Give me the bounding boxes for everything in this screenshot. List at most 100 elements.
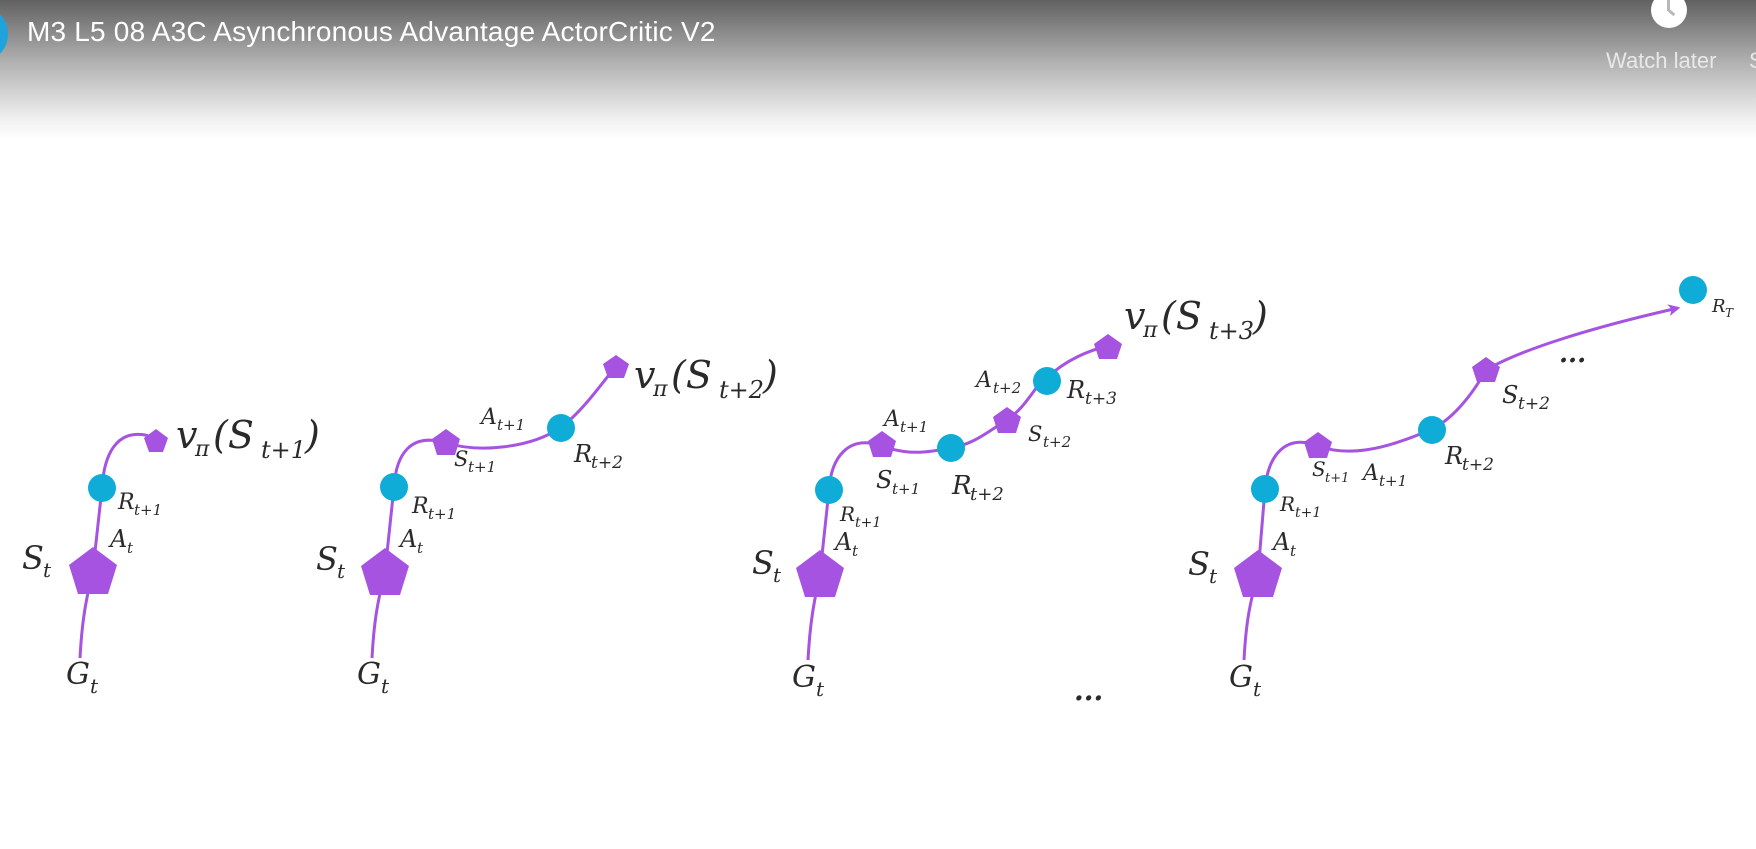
svg-text:S: S — [752, 544, 774, 582]
svg-text:t+1: t+1 — [468, 458, 496, 476]
svg-text:t+2: t+2 — [1043, 433, 1071, 451]
svg-text:S: S — [454, 447, 468, 471]
svg-text:t+1: t+1 — [892, 480, 920, 498]
svg-text:A: A — [1271, 528, 1290, 556]
svg-text:t: t — [127, 539, 134, 557]
channel-avatar[interactable] — [0, 10, 8, 58]
state-node — [603, 355, 629, 378]
svg-text:R: R — [951, 471, 972, 501]
svg-text:S: S — [1312, 457, 1326, 481]
svg-text:S: S — [876, 466, 892, 494]
svg-text:t: t — [1253, 677, 1262, 701]
svg-text:A: A — [833, 528, 852, 556]
svg-text:R: R — [411, 494, 429, 519]
clock-icon — [1651, 0, 1687, 28]
svg-text:(S: (S — [213, 413, 254, 457]
svg-text:S: S — [1502, 381, 1518, 409]
svg-text:(S: (S — [671, 353, 712, 397]
svg-text:A: A — [398, 525, 417, 553]
svg-text:t+2: t+2 — [719, 376, 764, 404]
svg-text:(S: (S — [1161, 294, 1202, 338]
svg-text:A: A — [1361, 461, 1379, 486]
reward-node — [937, 434, 965, 462]
svg-text:R: R — [573, 440, 592, 468]
state-node — [1472, 357, 1500, 382]
svg-text:t+1: t+1 — [1295, 505, 1321, 521]
state-node — [361, 548, 409, 595]
svg-text:A: A — [974, 368, 992, 393]
svg-text:t+2: t+2 — [970, 484, 1004, 505]
svg-text:A: A — [108, 525, 127, 553]
svg-text:t+2: t+2 — [591, 453, 623, 473]
svg-text:t+1: t+1 — [134, 501, 162, 519]
svg-text:R: R — [839, 502, 855, 526]
state-node — [1094, 334, 1122, 359]
state-node — [1234, 550, 1282, 597]
svg-text:R: R — [117, 490, 135, 515]
svg-text:R: R — [1711, 296, 1726, 317]
svg-text:t+1: t+1 — [900, 418, 928, 436]
svg-text:t+1: t+1 — [1379, 472, 1407, 490]
svg-text:t: t — [816, 677, 825, 701]
svg-text:S: S — [316, 540, 338, 578]
svg-text:G: G — [1229, 660, 1253, 695]
reward-node — [1033, 367, 1061, 395]
svg-text:R: R — [1279, 492, 1295, 516]
svg-text:t: t — [1290, 542, 1297, 560]
svg-text:A: A — [479, 405, 497, 430]
state-node — [796, 550, 844, 597]
svg-text:G: G — [66, 657, 90, 692]
svg-text:t+1: t+1 — [497, 416, 525, 434]
svg-text:t: t — [381, 674, 390, 698]
watch-later-button[interactable]: Watch later — [1600, 0, 1736, 80]
svg-text:t+1: t+1 — [855, 515, 881, 531]
between-panels-ellipsis: ... — [1074, 674, 1103, 707]
svg-text:): ) — [304, 413, 320, 457]
svg-text:t: t — [43, 558, 52, 582]
video-title[interactable]: M3 L5 08 A3C Asynchronous Advantage Acto… — [27, 16, 716, 47]
svg-text:A: A — [882, 407, 900, 432]
svg-text:π: π — [652, 377, 668, 402]
svg-text:v: v — [176, 413, 198, 457]
reward-node — [1251, 475, 1279, 503]
state-node — [144, 429, 168, 452]
player-top-overlay — [0, 0, 1756, 140]
svg-text:R: R — [1066, 376, 1085, 404]
svg-text:t+2: t+2 — [993, 379, 1021, 397]
svg-text:R: R — [1444, 442, 1463, 470]
reward-node — [1679, 276, 1707, 304]
svg-text:S: S — [1188, 545, 1210, 583]
svg-text:t: t — [417, 539, 424, 557]
svg-text:t+1: t+1 — [428, 505, 456, 523]
svg-text:t+1: t+1 — [1325, 471, 1349, 486]
share-button[interactable]: S — [1749, 48, 1756, 72]
svg-text:t: t — [337, 559, 346, 583]
state-node — [868, 431, 896, 457]
state-node — [1304, 432, 1332, 458]
svg-text:G: G — [792, 660, 816, 695]
svg-text:t+3: t+3 — [1209, 317, 1254, 345]
svg-text:t+1: t+1 — [261, 436, 306, 464]
svg-text:G: G — [357, 657, 381, 692]
svg-text:t+2: t+2 — [1518, 394, 1550, 414]
svg-text:v: v — [634, 353, 656, 397]
reward-node — [380, 473, 408, 501]
reward-node — [815, 476, 843, 504]
svg-text:): ) — [1252, 294, 1268, 338]
svg-text:π: π — [194, 437, 210, 462]
watch-later-label: Watch later — [1606, 48, 1717, 73]
svg-text:S: S — [1028, 422, 1042, 446]
reward-node — [547, 414, 575, 442]
state-node — [69, 547, 117, 594]
svg-text:T: T — [1725, 306, 1734, 320]
svg-text:t: t — [90, 674, 99, 698]
svg-text:π: π — [1142, 318, 1158, 343]
svg-text:): ) — [762, 353, 778, 397]
svg-text:t+3: t+3 — [1085, 389, 1117, 409]
svg-text:t+2: t+2 — [1462, 455, 1494, 475]
